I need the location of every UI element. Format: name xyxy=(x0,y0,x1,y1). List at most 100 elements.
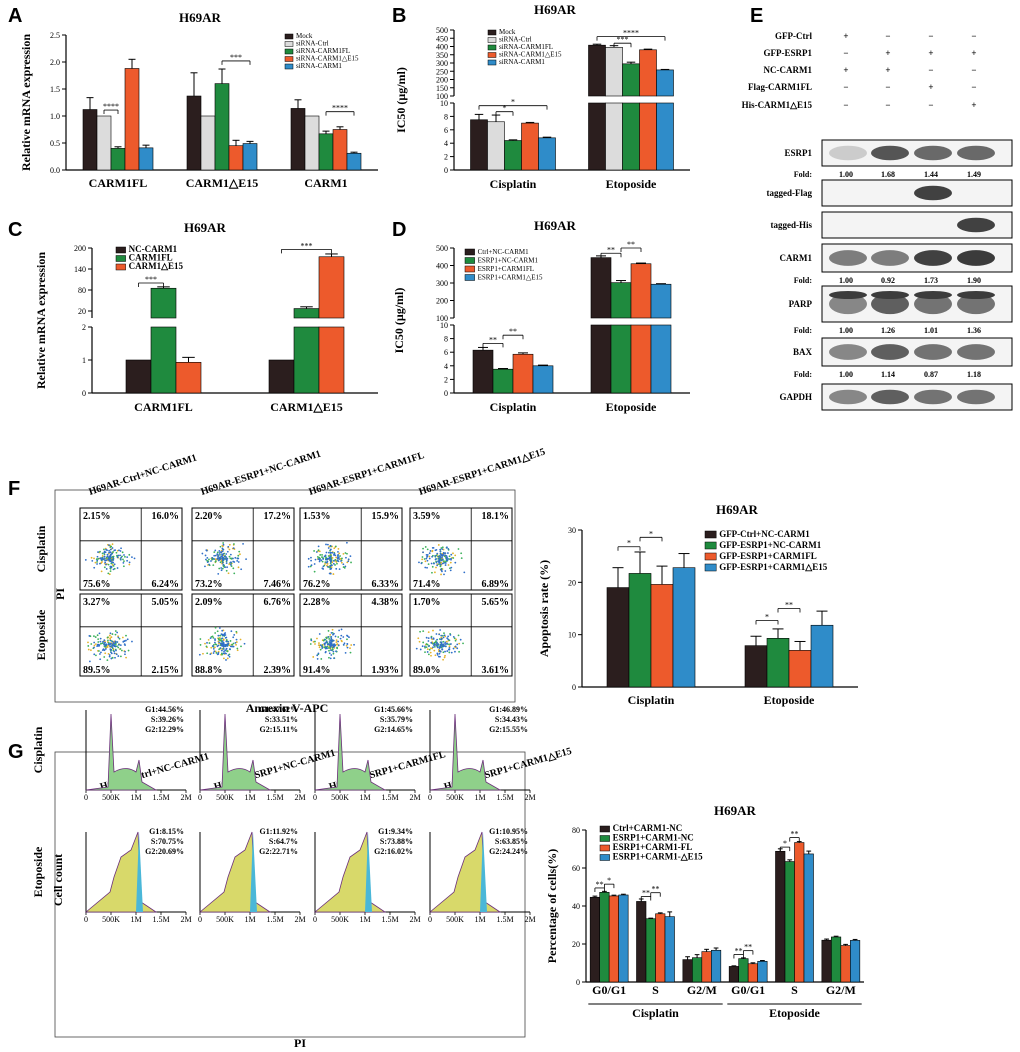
flow-event xyxy=(97,638,99,640)
quadrant-ul: 1.70% xyxy=(413,597,441,608)
flow-event xyxy=(444,643,446,645)
flow-event xyxy=(433,650,435,652)
legend-label: ESRP1+CARM1△E15 xyxy=(478,274,543,282)
legend-swatch xyxy=(600,826,610,832)
flow-event xyxy=(217,645,219,647)
cc-stat: G1:46.89% xyxy=(489,705,528,714)
flow-event xyxy=(329,644,331,646)
flow-event xyxy=(229,544,231,546)
flow-event xyxy=(328,650,330,652)
flow-event xyxy=(428,640,430,642)
flow-event xyxy=(452,552,454,554)
blot-condition-sign: − xyxy=(928,31,933,41)
cc-stat: G2:15.11% xyxy=(260,725,298,734)
flow-event xyxy=(446,650,448,652)
flow-event xyxy=(353,644,355,646)
blot-band xyxy=(957,291,995,299)
cc-stat: G1:9.34% xyxy=(378,827,413,836)
y-tick-label: 2.5 xyxy=(50,31,60,40)
fold-label: Fold: xyxy=(794,170,812,179)
blot-condition-sign: − xyxy=(885,82,890,92)
fold-value: 1.90 xyxy=(967,276,981,285)
flow-event xyxy=(112,559,114,561)
legend-swatch xyxy=(600,836,610,842)
flow-event xyxy=(213,551,215,553)
blot-band xyxy=(871,344,909,360)
significance-label: *** xyxy=(230,53,242,62)
flow-event xyxy=(440,563,442,565)
y-tick-label: 500 xyxy=(436,26,448,35)
bar xyxy=(606,103,623,170)
cc-tick-label: 0 xyxy=(198,915,202,924)
flow-event xyxy=(117,637,119,639)
fold-value: 0.92 xyxy=(881,276,895,285)
cc-stat: S:73.88% xyxy=(380,837,413,846)
fold-value: 1.00 xyxy=(839,276,853,285)
flow-event xyxy=(110,636,112,638)
legend-swatch xyxy=(285,34,293,39)
flow-event xyxy=(238,566,240,568)
flow-event xyxy=(436,564,438,566)
flow-event xyxy=(116,552,118,554)
flow-event xyxy=(214,632,216,634)
bar xyxy=(623,103,640,170)
fold-value: 0.87 xyxy=(924,370,938,379)
chart-title: H69AR xyxy=(184,220,227,235)
significance-label: *** xyxy=(301,241,313,250)
flow-event xyxy=(206,646,208,648)
flow-event xyxy=(89,661,91,663)
flow-event xyxy=(237,555,239,557)
flow-event xyxy=(110,551,112,553)
flow-event xyxy=(120,547,122,549)
cc-tick-label: 1.5M xyxy=(381,915,398,924)
bar xyxy=(640,103,657,170)
fold-value: 1.00 xyxy=(839,170,853,179)
y-tick-label: 400 xyxy=(436,43,448,52)
flow-event xyxy=(439,559,441,561)
flow-event xyxy=(435,654,437,656)
flow-event xyxy=(100,641,102,643)
flow-event xyxy=(210,560,212,562)
bar xyxy=(493,369,513,393)
flow-event xyxy=(440,639,442,641)
quadrant-ul: 1.53% xyxy=(303,511,331,522)
flow-event xyxy=(115,650,117,652)
flow-event xyxy=(105,559,107,561)
flow-event xyxy=(436,633,438,635)
bar xyxy=(126,360,151,393)
flow-event xyxy=(345,557,347,559)
bar xyxy=(125,68,139,170)
flow-event xyxy=(222,562,224,564)
flow-event xyxy=(446,641,448,643)
cc-tick-label: 2M xyxy=(524,793,535,802)
flow-event xyxy=(238,561,240,563)
flow-event xyxy=(97,556,99,558)
flow-event xyxy=(93,635,95,637)
flow-event xyxy=(343,553,345,555)
cc-tick-label: 2M xyxy=(409,793,420,802)
legend-swatch xyxy=(488,45,496,50)
flow-event xyxy=(221,554,223,556)
flow-event xyxy=(312,656,314,658)
cc-tick-label: 2M xyxy=(294,793,305,802)
flow-event xyxy=(104,649,106,651)
cc-tick-label: 1.5M xyxy=(152,915,169,924)
flow-event xyxy=(428,556,430,558)
flow-event xyxy=(212,645,214,647)
significance-label: ** xyxy=(596,880,604,889)
legend-swatch xyxy=(465,249,475,255)
flow-event xyxy=(218,648,220,650)
flow-event xyxy=(442,546,444,548)
flow-event xyxy=(91,557,93,559)
fold-value: 1.14 xyxy=(881,370,895,379)
flow-event xyxy=(105,564,107,566)
blot-band xyxy=(957,146,995,161)
blot-condition-sign: − xyxy=(928,65,933,75)
flow-event xyxy=(330,649,332,651)
flow-event xyxy=(444,552,446,554)
bar xyxy=(822,940,832,982)
blot-condition-sign: + xyxy=(928,48,933,58)
bar xyxy=(739,959,749,982)
flow-event xyxy=(318,652,320,654)
flow-event xyxy=(112,633,114,635)
